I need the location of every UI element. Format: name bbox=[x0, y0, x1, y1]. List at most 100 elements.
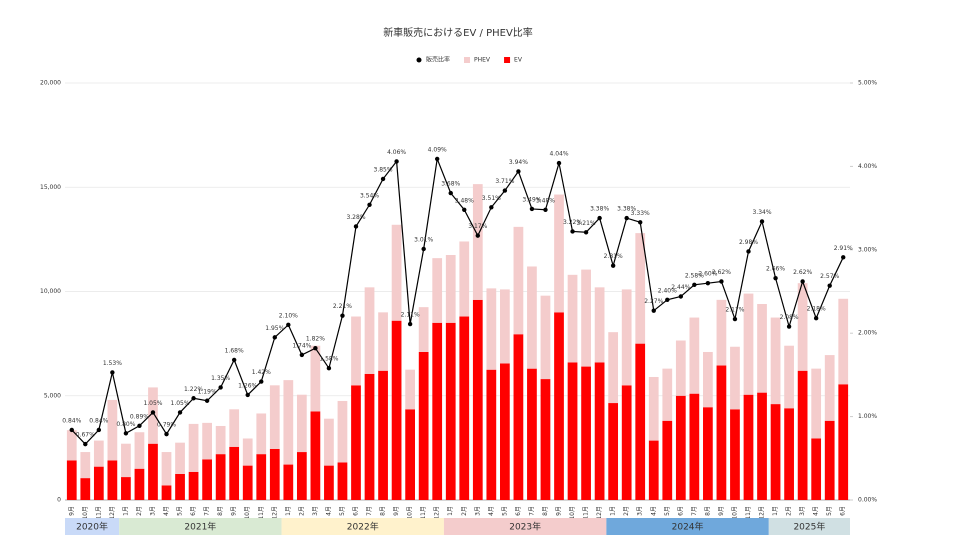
x-tick-label: 11月 bbox=[420, 506, 427, 520]
data-label: 1.95% bbox=[265, 325, 284, 332]
bar bbox=[743, 394, 754, 500]
point bbox=[692, 282, 697, 288]
bar bbox=[351, 316, 361, 386]
data-label: 1.82% bbox=[306, 336, 325, 343]
x-tick-label: 10月 bbox=[82, 506, 89, 520]
data-label: 3.17% bbox=[468, 223, 487, 230]
bar bbox=[107, 460, 118, 500]
bar bbox=[703, 407, 713, 500]
data-label: 2.17% bbox=[725, 307, 744, 314]
x-tick-label: 1月 bbox=[772, 506, 779, 516]
bar bbox=[689, 393, 700, 500]
bar bbox=[730, 409, 740, 500]
x-tick-label: 2月 bbox=[298, 506, 305, 516]
bar bbox=[215, 454, 226, 500]
x-tick-label: 5月 bbox=[826, 506, 833, 516]
x-tick-label: 5月 bbox=[177, 506, 184, 516]
point bbox=[651, 308, 656, 313]
x-tick-label: 9月 bbox=[556, 506, 563, 516]
legend-swatch bbox=[416, 57, 422, 63]
bar bbox=[378, 312, 388, 371]
bar bbox=[811, 438, 822, 500]
data-label: 3.49% bbox=[522, 196, 541, 203]
x-tick-label: 11月 bbox=[258, 506, 265, 520]
x-tick-label: 6月 bbox=[677, 506, 684, 516]
data-label: 1.42% bbox=[252, 369, 271, 376]
bar bbox=[540, 295, 551, 380]
legend-label: EV bbox=[514, 57, 523, 64]
bar bbox=[811, 368, 822, 439]
bar bbox=[472, 299, 483, 500]
data-label: 1.22% bbox=[184, 386, 203, 393]
x-tick-label: 11月 bbox=[95, 506, 102, 520]
point bbox=[299, 352, 305, 358]
y-tick-label: 10,000 bbox=[40, 288, 61, 295]
bar bbox=[581, 366, 591, 500]
y-tick-label: 0 bbox=[57, 497, 61, 504]
point bbox=[164, 431, 169, 437]
bar bbox=[229, 446, 240, 500]
year-band bbox=[443, 518, 607, 535]
data-label: 2.60% bbox=[698, 271, 717, 278]
data-label: 1.05% bbox=[171, 400, 190, 407]
x-tick-label: 3月 bbox=[474, 506, 481, 516]
bar bbox=[757, 392, 767, 500]
legend-label: 販売比率 bbox=[426, 56, 450, 64]
x-tick-label: 3月 bbox=[637, 506, 644, 516]
data-label: 1.19% bbox=[198, 388, 217, 395]
x-tick-label: 9月 bbox=[393, 506, 400, 516]
point bbox=[340, 313, 345, 318]
y2-tick-label: 1.00% bbox=[858, 413, 877, 420]
bar bbox=[635, 343, 646, 500]
x-tick-label: 8月 bbox=[380, 506, 387, 516]
point bbox=[786, 324, 792, 329]
bar bbox=[703, 351, 713, 408]
point bbox=[218, 385, 223, 390]
bar bbox=[80, 452, 91, 479]
bar bbox=[432, 258, 443, 323]
bar bbox=[432, 322, 443, 500]
x-tick-label: 10月 bbox=[244, 506, 251, 520]
data-label: 3.51% bbox=[482, 195, 501, 202]
bar bbox=[134, 468, 145, 500]
y-tick-label: 15,000 bbox=[40, 184, 61, 191]
point bbox=[529, 206, 535, 212]
bar bbox=[161, 485, 172, 500]
x-tick-label: 3月 bbox=[312, 506, 319, 516]
bar bbox=[459, 241, 470, 317]
point bbox=[516, 169, 521, 174]
bar bbox=[716, 299, 727, 366]
bar bbox=[324, 418, 334, 466]
x-tick-label: 11月 bbox=[583, 506, 590, 520]
point bbox=[204, 398, 210, 403]
bar bbox=[296, 452, 307, 500]
bar bbox=[784, 408, 794, 500]
chart-title: 新車販売におけるEV / PHEV比率 bbox=[383, 26, 533, 39]
bar bbox=[513, 334, 524, 500]
point bbox=[110, 370, 115, 375]
bar bbox=[797, 370, 808, 500]
point bbox=[96, 427, 102, 433]
bar bbox=[567, 274, 578, 363]
point bbox=[773, 275, 778, 281]
data-label: 3.68% bbox=[441, 181, 460, 188]
bar bbox=[405, 409, 416, 500]
bar bbox=[499, 363, 510, 500]
x-tick-label: 9月 bbox=[231, 506, 238, 516]
point bbox=[448, 190, 453, 196]
bar bbox=[554, 312, 564, 500]
bar bbox=[730, 346, 740, 410]
year-band bbox=[119, 518, 282, 535]
bar bbox=[175, 442, 185, 474]
data-label: 4.06% bbox=[387, 149, 406, 156]
point bbox=[638, 220, 643, 225]
bar bbox=[757, 304, 767, 393]
x-tick-label: 2月 bbox=[623, 506, 630, 516]
x-tick-label: 6月 bbox=[515, 506, 522, 516]
data-label: 2.62% bbox=[793, 269, 812, 276]
bar bbox=[608, 332, 619, 404]
x-tick-label: 1月 bbox=[610, 506, 617, 516]
point bbox=[177, 410, 183, 415]
bar bbox=[689, 317, 700, 394]
